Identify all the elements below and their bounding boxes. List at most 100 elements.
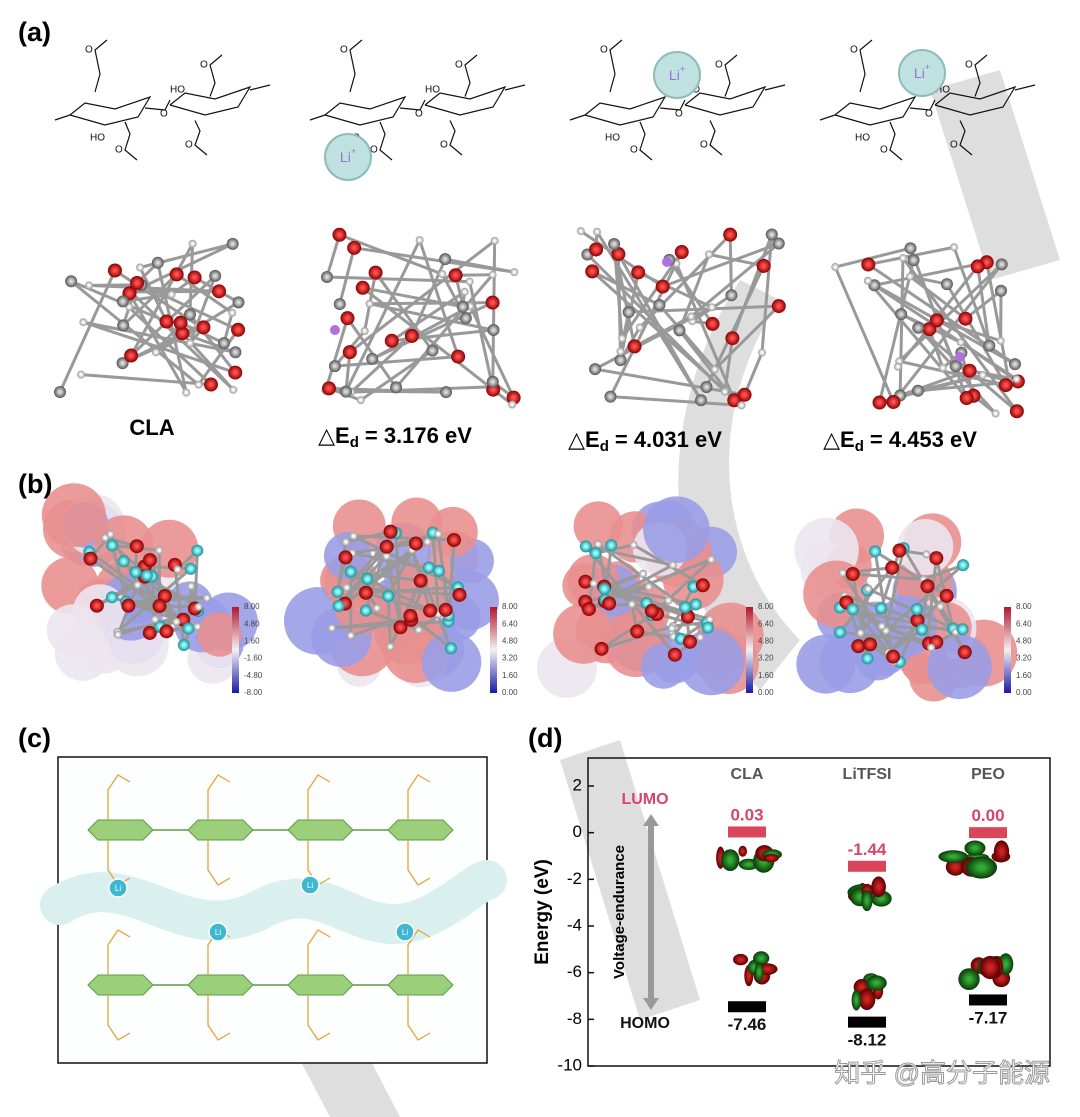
atom-ball (121, 598, 136, 613)
scale-tick-label: 0.00 (758, 688, 774, 697)
category-label: LiTFSI (843, 766, 892, 783)
bond (54, 114, 71, 121)
energy-value: = 3.176 eV (365, 423, 472, 448)
atom-ball (366, 352, 379, 365)
acetyl (379, 121, 393, 161)
scale-tick-label: 4.80 (758, 637, 774, 646)
atom-ball (695, 578, 710, 593)
atom-ball (355, 280, 370, 295)
atom-ball (929, 313, 944, 328)
atom-ball (368, 265, 383, 280)
atom-ball (1009, 404, 1024, 419)
orbital-lobe (993, 840, 1010, 863)
atom-label: HO (605, 133, 620, 144)
stick (344, 239, 422, 393)
stick (884, 547, 906, 632)
orbital-lobe (938, 850, 968, 863)
atom-ball (720, 387, 729, 396)
binding-energy: △Ed = 4.453 eV (823, 427, 977, 455)
scale-tick-label: 8.00 (244, 602, 260, 611)
y-tick-label: 2 (573, 775, 582, 794)
atom-ball (193, 622, 202, 631)
atom-ball (627, 339, 642, 354)
acetyl-group (407, 840, 431, 886)
y-tick-label: 0 (573, 822, 582, 841)
atom-ball (65, 275, 78, 288)
atom-ball (940, 278, 953, 291)
orbital-lobe (866, 975, 887, 991)
atom-ball (508, 400, 517, 409)
stick (444, 257, 515, 274)
scale-tick-label: 8.00 (502, 602, 518, 611)
atom-ball (667, 647, 682, 662)
esp-surface (421, 632, 482, 692)
atom-ball (864, 584, 873, 593)
li-text: Li (340, 149, 351, 165)
atom-ball (846, 603, 859, 616)
stick (609, 251, 684, 398)
atom-ball (187, 270, 202, 285)
atom-ball (956, 338, 965, 347)
bond (909, 107, 931, 111)
skeletal-structure: O O O O O HO HO (819, 39, 1036, 161)
atom-ball (995, 258, 1008, 271)
atom-ball (682, 634, 697, 649)
esp-surface (643, 496, 710, 563)
stick (345, 530, 391, 544)
atom-label: O (715, 60, 723, 71)
atom-ball (423, 603, 438, 618)
scale-tick-label: -8.00 (244, 688, 263, 697)
stick (909, 275, 967, 320)
y-tick-label: -2 (567, 869, 582, 888)
stick (361, 286, 514, 406)
stick (338, 247, 356, 305)
atom-ball (113, 630, 122, 639)
stick (678, 253, 711, 331)
bond (419, 99, 426, 111)
li-text: Li (914, 65, 925, 81)
atom-label: O (965, 60, 973, 71)
ion-pathway (40, 860, 507, 945)
stick (70, 280, 200, 386)
atom-ball (707, 555, 716, 564)
energy-level (728, 826, 766, 838)
atom-ball (644, 582, 653, 591)
atom-label: HO (170, 85, 185, 96)
atom-ball (155, 546, 164, 555)
atom-ball (510, 268, 519, 277)
atom-ball (875, 602, 888, 615)
atom-label: O (160, 109, 168, 120)
atom-ball (920, 579, 935, 594)
stick (833, 266, 895, 403)
arrow-head (643, 814, 659, 826)
atom-ball (342, 583, 351, 592)
level-value: -7.17 (969, 1008, 1008, 1027)
level-label: HOMO (620, 1015, 670, 1032)
atom-ball (133, 581, 142, 590)
atom-ball (320, 270, 333, 283)
atom-label: O (455, 60, 463, 71)
li-ball (330, 325, 340, 335)
scale-tick-label: 3.20 (1016, 654, 1032, 663)
bond (764, 84, 786, 91)
acetyl-group (107, 774, 131, 820)
y-tick-label: -6 (567, 962, 582, 981)
atom-label: O (440, 140, 448, 151)
atom-ball (182, 622, 195, 635)
acetyl (464, 54, 478, 97)
li-ball (955, 352, 965, 362)
level-value: 0.03 (730, 805, 763, 824)
atom-ball (861, 652, 874, 665)
esp-surface (41, 483, 106, 548)
atom-ball (358, 585, 373, 600)
li-label: Li (115, 884, 121, 893)
stick (365, 585, 458, 595)
atom-ball (939, 588, 954, 603)
ring (584, 95, 667, 126)
atom-ball (589, 547, 602, 560)
bond (144, 107, 166, 111)
stick (713, 305, 780, 371)
category-label: PEO (971, 766, 1005, 783)
atom-ball (611, 247, 626, 262)
atom-ball (333, 298, 346, 311)
